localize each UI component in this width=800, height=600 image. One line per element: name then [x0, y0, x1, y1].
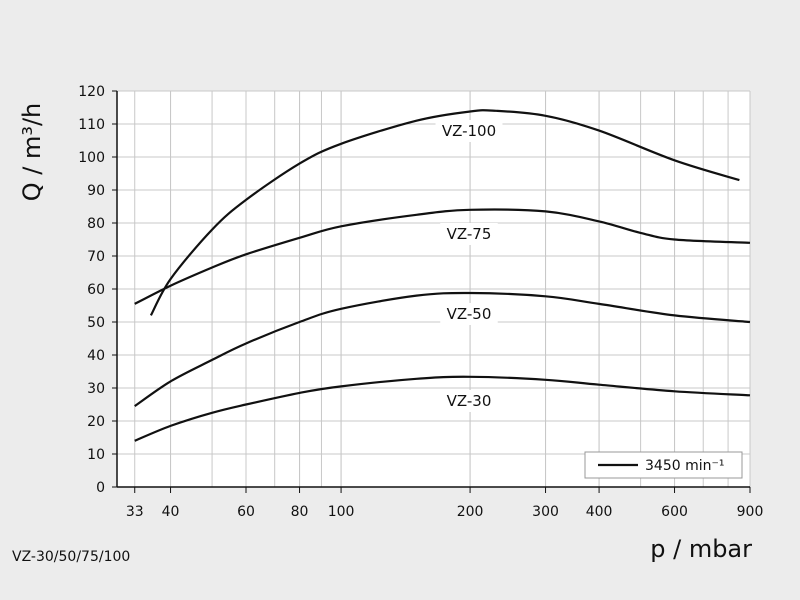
curve-label-vz-30: VZ-30: [447, 392, 492, 410]
x-tick-label: 400: [586, 504, 613, 520]
x-tick-label: 600: [661, 504, 688, 520]
x-tick-label: 60: [237, 504, 255, 520]
y-tick-label: 40: [87, 348, 105, 364]
curve-vz-50: [134, 291, 751, 408]
y-tick-label: 120: [78, 84, 105, 100]
y-axis-title: Q / m³/h: [18, 103, 46, 202]
x-tick-label: 80: [291, 504, 309, 520]
y-tick-label: 80: [87, 216, 105, 232]
tick-labels: 0 10 20 30 40 50 60 70 80 90 100 110 120 33 40 60 80 100 2…: [78, 84, 763, 520]
curves: VZ-100 VZ-75 VZ-50 VZ-30: [134, 109, 751, 442]
curve-label-vz-50: VZ-50: [447, 305, 492, 323]
y-tick-label: 70: [87, 249, 105, 265]
curve-label-bg-vz-75: [440, 223, 498, 245]
y-tick-label: 90: [87, 183, 105, 199]
grid: [116, 90, 751, 488]
curve-label-vz-100: VZ-100: [442, 122, 496, 140]
y-tick-label: 30: [87, 381, 105, 397]
curve-vz-30: [134, 375, 751, 442]
legend-label: 3450 min⁻¹: [645, 458, 724, 474]
x-tick-label: 900: [737, 504, 764, 520]
y-tick-label: 60: [87, 282, 105, 298]
legend: 3450 min⁻¹: [584, 451, 743, 479]
y-tick-label: 50: [87, 315, 105, 331]
curve-vz-100: [149, 109, 740, 316]
y-tick-label: 100: [78, 150, 105, 166]
y-tick-label: 0: [96, 480, 105, 496]
curve-label-vz-75: VZ-75: [447, 225, 492, 243]
y-tick-label: 110: [78, 117, 105, 133]
model-caption: VZ-30/50/75/100: [12, 549, 131, 565]
curve-label-bg-vz-30: [440, 390, 498, 412]
x-tick-label: 40: [162, 504, 180, 520]
curve-label-bg-vz-100: [435, 120, 503, 142]
y-tick-label: 20: [87, 414, 105, 430]
x-tick-label: 200: [457, 504, 484, 520]
x-tick-label: 300: [532, 504, 559, 520]
curve-label-bg-vz-50: [440, 303, 498, 325]
x-tick-label: 100: [328, 504, 355, 520]
curve-vz-75: [134, 208, 751, 305]
x-tick-label: 33: [126, 504, 144, 520]
y-tick-label: 10: [87, 447, 105, 463]
x-axis-title: p / mbar: [650, 535, 752, 563]
